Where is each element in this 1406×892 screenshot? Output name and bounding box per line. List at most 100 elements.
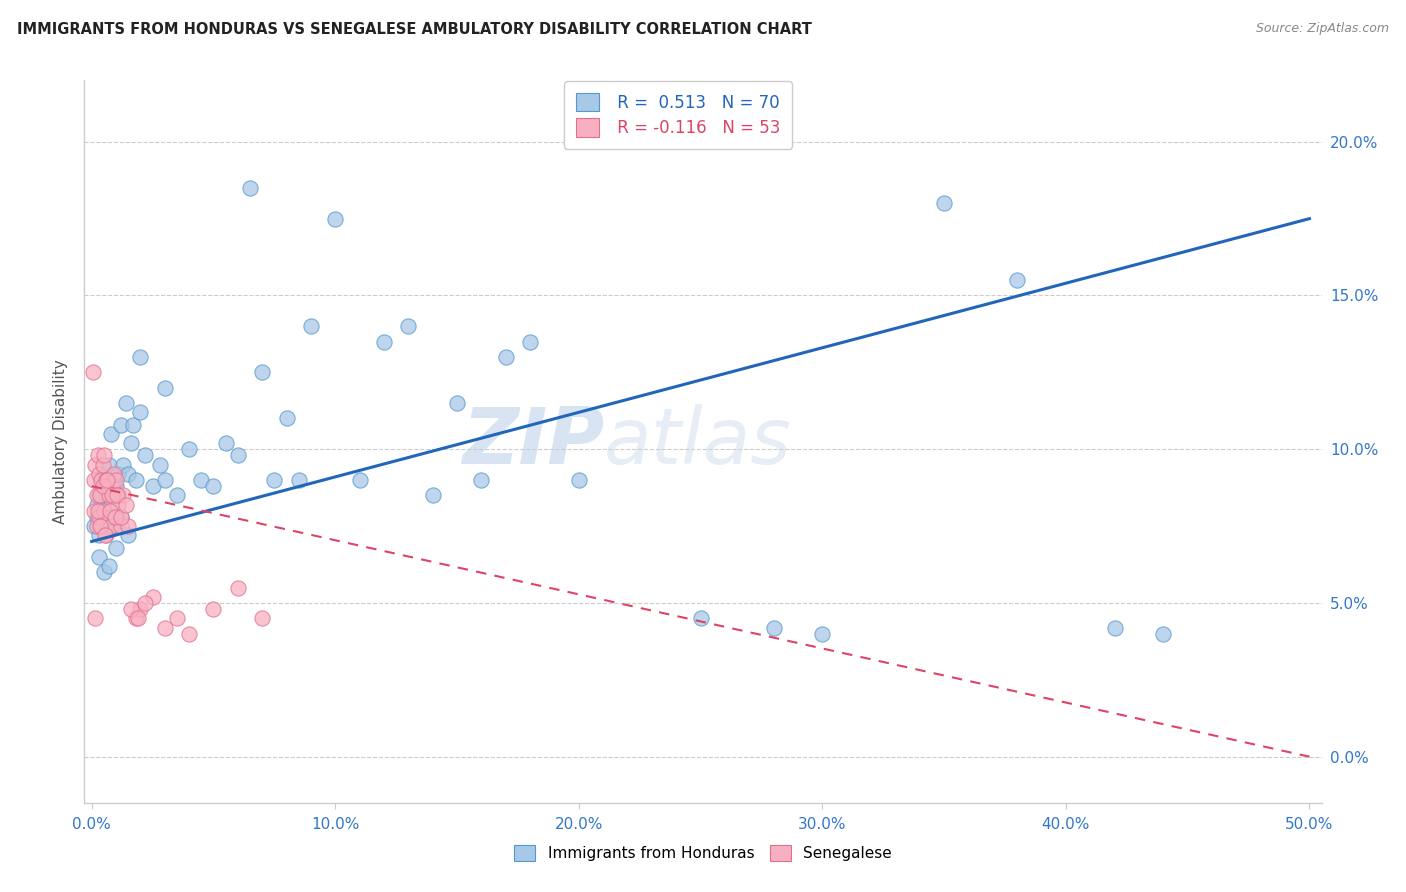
- Point: [1104, 621, 1126, 635]
- Point: [96, 528, 118, 542]
- Legend: Immigrants from Honduras, Senegalese: Immigrants from Honduras, Senegalese: [508, 839, 898, 867]
- Text: ZIP: ZIP: [461, 403, 605, 480]
- Point: [86, 509, 108, 524]
- Point: [110, 417, 132, 432]
- Point: [104, 509, 127, 524]
- Point: [117, 519, 139, 533]
- Point: [105, 519, 128, 533]
- Point: [90, 473, 112, 487]
- Point: [83, 519, 105, 533]
- Point: [762, 621, 785, 635]
- Point: [87, 449, 110, 463]
- Point: [120, 602, 142, 616]
- Point: [1152, 626, 1174, 640]
- Point: [82, 365, 104, 379]
- Point: [96, 519, 118, 533]
- Point: [129, 405, 152, 419]
- Point: [226, 581, 249, 595]
- Point: [114, 396, 136, 410]
- Point: [90, 473, 112, 487]
- Point: [110, 519, 132, 533]
- Point: [519, 334, 541, 349]
- Point: [202, 479, 225, 493]
- Point: [110, 509, 132, 524]
- Point: [91, 458, 114, 472]
- Point: [142, 479, 165, 493]
- Point: [250, 611, 273, 625]
- Point: [87, 528, 110, 542]
- Point: [373, 334, 395, 349]
- Point: [396, 319, 419, 334]
- Point: [117, 528, 139, 542]
- Point: [134, 449, 156, 463]
- Point: [90, 519, 112, 533]
- Point: [166, 488, 188, 502]
- Point: [107, 488, 129, 502]
- Point: [107, 498, 129, 512]
- Point: [495, 350, 517, 364]
- Point: [250, 365, 273, 379]
- Point: [87, 509, 110, 524]
- Point: [91, 479, 114, 493]
- Point: [470, 473, 492, 487]
- Point: [97, 479, 120, 493]
- Point: [110, 509, 132, 524]
- Point: [202, 602, 225, 616]
- Point: [127, 611, 149, 625]
- Point: [105, 509, 128, 524]
- Point: [122, 417, 145, 432]
- Point: [1005, 273, 1028, 287]
- Point: [93, 509, 115, 524]
- Point: [287, 473, 309, 487]
- Point: [100, 426, 122, 441]
- Point: [90, 504, 112, 518]
- Point: [93, 565, 115, 579]
- Point: [446, 396, 468, 410]
- Point: [105, 488, 128, 502]
- Point: [97, 509, 120, 524]
- Point: [422, 488, 444, 502]
- Point: [94, 528, 117, 542]
- Point: [97, 488, 120, 502]
- Point: [689, 611, 711, 625]
- Text: atlas: atlas: [605, 403, 792, 480]
- Point: [89, 519, 111, 533]
- Point: [568, 473, 591, 487]
- Point: [86, 498, 108, 512]
- Point: [153, 381, 176, 395]
- Point: [276, 411, 298, 425]
- Point: [97, 559, 120, 574]
- Point: [105, 541, 128, 555]
- Point: [97, 458, 120, 472]
- Point: [112, 488, 135, 502]
- Point: [166, 611, 188, 625]
- Point: [103, 473, 125, 487]
- Point: [87, 549, 110, 564]
- Point: [103, 488, 125, 502]
- Point: [299, 319, 322, 334]
- Point: [101, 488, 124, 502]
- Point: [120, 436, 142, 450]
- Point: [932, 196, 955, 211]
- Text: Source: ZipAtlas.com: Source: ZipAtlas.com: [1256, 22, 1389, 36]
- Point: [239, 181, 262, 195]
- Point: [114, 498, 136, 512]
- Point: [105, 473, 128, 487]
- Y-axis label: Ambulatory Disability: Ambulatory Disability: [53, 359, 69, 524]
- Point: [117, 467, 139, 481]
- Point: [214, 436, 236, 450]
- Point: [84, 458, 107, 472]
- Point: [149, 458, 172, 472]
- Point: [87, 504, 110, 518]
- Point: [323, 211, 346, 226]
- Point: [124, 473, 146, 487]
- Point: [93, 467, 115, 481]
- Point: [93, 504, 115, 518]
- Point: [96, 473, 118, 487]
- Point: [83, 473, 105, 487]
- Point: [93, 449, 115, 463]
- Point: [263, 473, 285, 487]
- Point: [811, 626, 834, 640]
- Point: [190, 473, 212, 487]
- Point: [87, 488, 110, 502]
